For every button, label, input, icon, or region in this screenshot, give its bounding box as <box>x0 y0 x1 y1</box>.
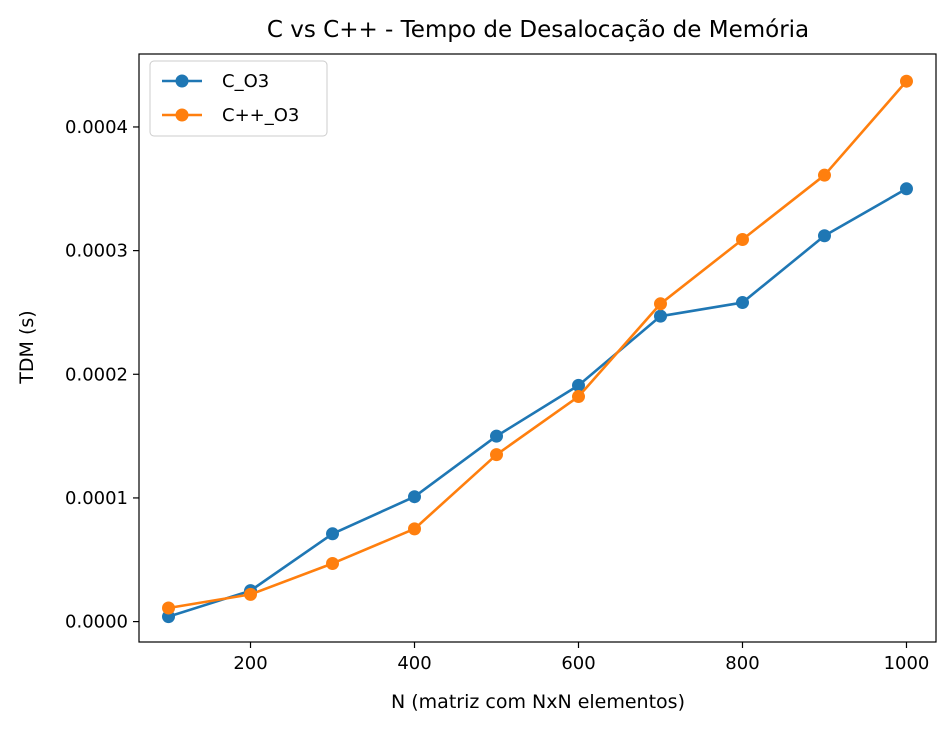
x-axis: 200 400 600 800 1000 <box>233 642 929 674</box>
data-point <box>899 74 913 88</box>
legend-marker <box>175 108 189 122</box>
series-line-1 <box>168 80 908 610</box>
y-axis-label: TDM (s) <box>16 310 38 384</box>
x-tick-label: 200 <box>233 653 267 674</box>
y-tick-label: 0.0003 <box>65 241 128 262</box>
y-tick-label: 0.0002 <box>65 364 128 385</box>
data-point <box>162 601 176 615</box>
y-tick-label: 0.0001 <box>65 488 128 509</box>
x-tick-label: 600 <box>561 653 595 674</box>
chart-title: C vs C++ - Tempo de Desalocação de Memór… <box>267 17 809 43</box>
data-point <box>817 168 831 182</box>
data-point <box>899 182 913 196</box>
y-axis: 0.0000 0.0001 0.0002 0.0003 0.0004 <box>65 117 139 633</box>
data-point <box>653 309 667 323</box>
legend-marker <box>175 74 189 88</box>
data-point <box>571 378 585 392</box>
legend: C_O3 C++_O3 <box>149 60 328 137</box>
data-point <box>326 527 340 541</box>
data-point <box>490 429 504 443</box>
data-point <box>571 390 585 404</box>
data-point <box>244 587 258 601</box>
series-layer <box>162 74 913 624</box>
x-tick-label: 400 <box>397 653 431 674</box>
series-line-0 <box>168 187 908 618</box>
x-tick-label: 800 <box>725 653 759 674</box>
data-point <box>735 232 749 246</box>
y-tick-label: 0.0000 <box>65 612 128 633</box>
legend-label: C++_O3 <box>222 105 299 126</box>
plot-frame <box>138 53 937 643</box>
y-tick-label: 0.0004 <box>65 117 128 138</box>
data-point <box>653 297 667 311</box>
data-point <box>490 448 504 462</box>
data-point <box>408 490 422 504</box>
data-point <box>326 556 340 570</box>
data-point <box>817 229 831 243</box>
x-axis-label: N (matriz com NxN elementos) <box>391 691 685 713</box>
x-tick-label: 1000 <box>884 653 930 674</box>
data-point <box>408 522 422 536</box>
legend-label: C_O3 <box>222 71 269 92</box>
data-point <box>735 296 749 310</box>
